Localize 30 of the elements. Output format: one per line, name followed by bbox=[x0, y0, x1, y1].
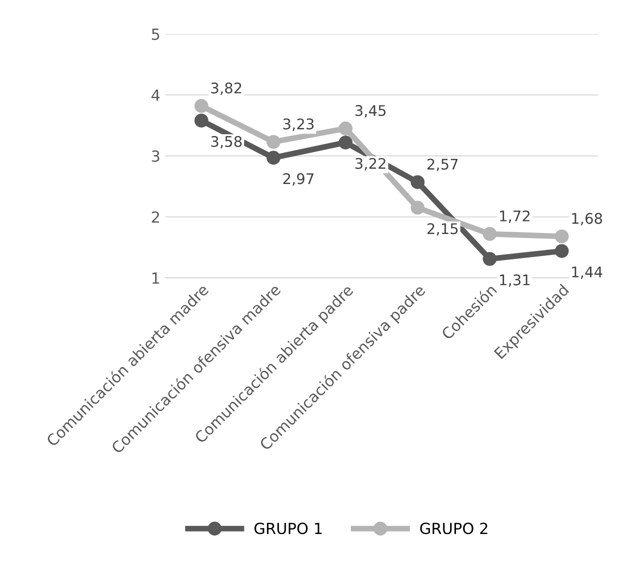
point bbox=[338, 136, 353, 150]
y-tick-label: 4 bbox=[152, 90, 160, 101]
point bbox=[554, 244, 569, 258]
point bbox=[410, 175, 425, 190]
data-label: 2,97 bbox=[283, 173, 314, 186]
data-label: 3,82 bbox=[211, 82, 242, 95]
y-tick-label: 5 bbox=[152, 28, 160, 40]
data-label: 3,45 bbox=[355, 105, 386, 118]
data-label: 1,72 bbox=[500, 210, 530, 223]
point bbox=[266, 134, 280, 149]
point bbox=[194, 114, 208, 128]
legend-label: GRUPO 2 bbox=[420, 522, 488, 534]
data-label: 3,22 bbox=[355, 158, 386, 170]
data-label: 1,44 bbox=[572, 266, 602, 279]
data-label: 2,15 bbox=[427, 223, 458, 236]
data-label: 3,58 bbox=[211, 136, 242, 149]
point bbox=[482, 227, 497, 241]
y-tick-label: 1 bbox=[152, 272, 160, 284]
data-label: 3,23 bbox=[283, 118, 314, 131]
legend-label: GRUPO 1 bbox=[254, 522, 322, 534]
point bbox=[338, 122, 353, 136]
point bbox=[554, 229, 569, 244]
point bbox=[266, 150, 280, 165]
point bbox=[194, 99, 208, 113]
y-tick-label: 3 bbox=[152, 150, 160, 162]
data-label: 2,57 bbox=[427, 158, 458, 172]
y-tick-label: 2 bbox=[152, 211, 159, 223]
data-label: 1,68 bbox=[572, 212, 602, 226]
point bbox=[482, 252, 497, 266]
point bbox=[410, 200, 425, 215]
